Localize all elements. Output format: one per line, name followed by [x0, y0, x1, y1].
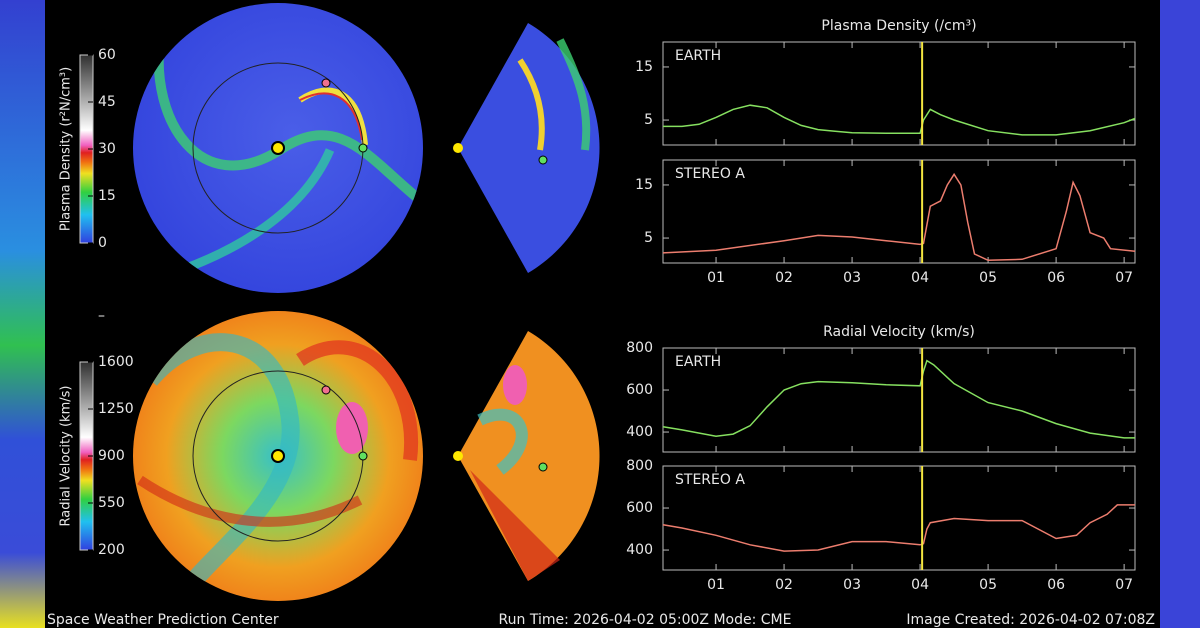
colorbar-tick-label: 45: [98, 94, 116, 110]
footer-left: Space Weather Prediction Center: [47, 612, 279, 628]
y-tick-label: 800: [626, 340, 653, 356]
side-strip: [0, 0, 45, 628]
panel-label: STEREO A: [675, 472, 745, 488]
side-strip: [1160, 0, 1200, 628]
panel-label: EARTH: [675, 354, 721, 370]
data-line: [662, 172, 1136, 262]
x-tick-label: 02: [775, 577, 793, 593]
x-tick-label: 03: [843, 577, 861, 593]
colorbar-label: Plasma Density (r²N/cm³): [59, 67, 74, 231]
y-tick-label: 15: [635, 59, 653, 75]
plot-frame: [662, 465, 1136, 571]
panel-label: EARTH: [675, 48, 721, 64]
y-tick-label: 600: [626, 500, 653, 516]
y-tick-label: 600: [626, 382, 653, 398]
x-tick-label: 04: [911, 270, 929, 286]
footer-right: Image Created: 2026-04-02 07:08Z: [906, 612, 1155, 628]
x-tick-label: 05: [979, 270, 997, 286]
velocity-map: [133, 311, 600, 601]
x-tick-label: 01: [707, 270, 725, 286]
y-tick-label: 800: [626, 458, 653, 474]
chart-title: Radial Velocity (km/s): [823, 324, 975, 340]
colorbar-tick-label: 15: [98, 188, 116, 204]
panel-label: STEREO A: [675, 166, 745, 182]
colorbar-tick-label: 60: [98, 47, 116, 63]
x-tick-label: 03: [843, 270, 861, 286]
colorbar-tick-label: 30: [98, 141, 116, 157]
plot-frame: [662, 347, 1136, 453]
chart-title: Plasma Density (/cm³): [821, 18, 976, 34]
y-tick-label: 400: [626, 542, 653, 558]
colorbar-tick-label: 200: [98, 542, 125, 558]
x-tick-label: 05: [979, 577, 997, 593]
colorbar-tick-label: 1600: [98, 354, 134, 370]
colorbar-tick-label: 0: [98, 235, 107, 251]
colorbar-tick-label: 1250: [98, 401, 134, 417]
x-tick-label: 07: [1115, 577, 1133, 593]
x-tick-label: 06: [1047, 270, 1065, 286]
plot-frame: [662, 41, 1136, 146]
x-tick-label: 01: [707, 577, 725, 593]
x-tick-label: 07: [1115, 270, 1133, 286]
x-tick-label: 02: [775, 270, 793, 286]
colorbar-tick-label: 550: [98, 495, 125, 511]
separator: –: [98, 308, 105, 324]
colorbar-label: Radial Velocity (km/s): [59, 386, 74, 527]
y-tick-label: 400: [626, 424, 653, 440]
y-tick-label: 5: [644, 230, 653, 246]
plot-frame: [662, 159, 1136, 264]
data-line: [662, 504, 1135, 552]
density-map: [133, 3, 600, 293]
x-tick-label: 06: [1047, 577, 1065, 593]
colorbar-tick-label: 900: [98, 448, 125, 464]
y-tick-label: 15: [635, 177, 653, 193]
y-tick-label: 5: [644, 112, 653, 128]
footer-center: Run Time: 2026-04-02 05:00Z Mode: CME: [499, 612, 792, 628]
data-line: [663, 104, 1136, 136]
x-tick-label: 04: [911, 577, 929, 593]
data-line: [662, 359, 1135, 439]
